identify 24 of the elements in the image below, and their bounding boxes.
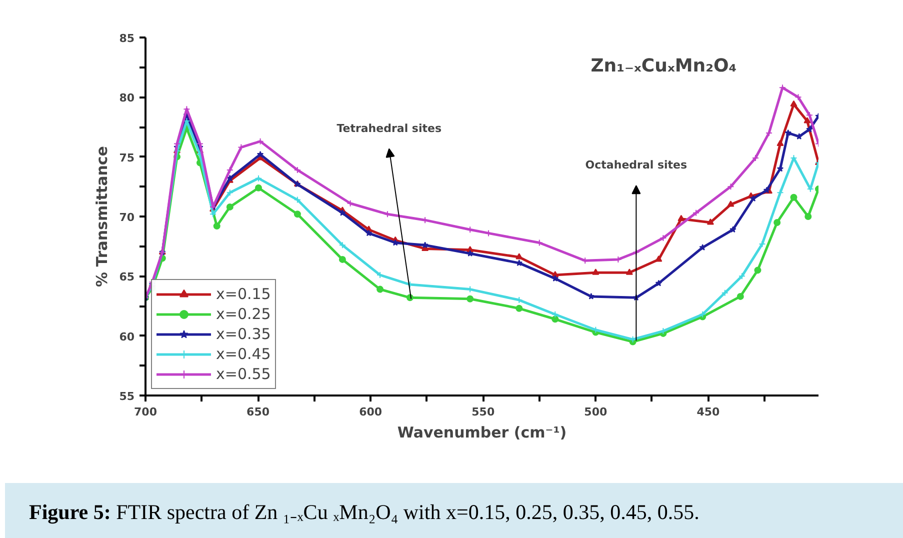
text: Zn₁₋ₓCuₓMn₂O₄ [590,56,737,77]
y-tick-label: 85 [119,32,135,45]
x-tick-label: 600 [359,406,382,418]
x-tick-label: 500 [584,406,608,418]
x-tick-label: 550 [472,406,495,418]
legend-label: x=0.55 [216,365,271,383]
x-tick-label: 650 [246,406,270,418]
y-tick-label: 75 [119,151,135,164]
annotation: Octahedral sites [585,158,688,172]
y-axis-title: % Transmittance [93,146,112,287]
caption: Figure 5: FTIR spectra of Zn ₁₋ₓCu ₓMn₂O₄ with x=0.15, 0.25, 0.35, 0.45, 0.55. [29,499,700,526]
x-axis-title: Wavenumber (cm⁻¹) [397,424,567,442]
x-tick-label: 700 [134,406,158,418]
legend-label: x=0.35 [216,325,271,343]
x-tick-label: 450 [696,406,720,418]
legend-label: x=0.45 [216,345,271,363]
y-tick-label: 65 [119,270,135,284]
y-tick-label: 60 [119,330,135,344]
y-tick-label: 70 [119,211,135,224]
legend-label: x=0.15 [216,285,271,303]
y-tick-label: 80 [119,92,135,105]
annotation: Tetrahedral sites [336,122,442,135]
y-tick-label: 55 [119,390,135,403]
legend-label: x=0.25 [216,305,271,323]
